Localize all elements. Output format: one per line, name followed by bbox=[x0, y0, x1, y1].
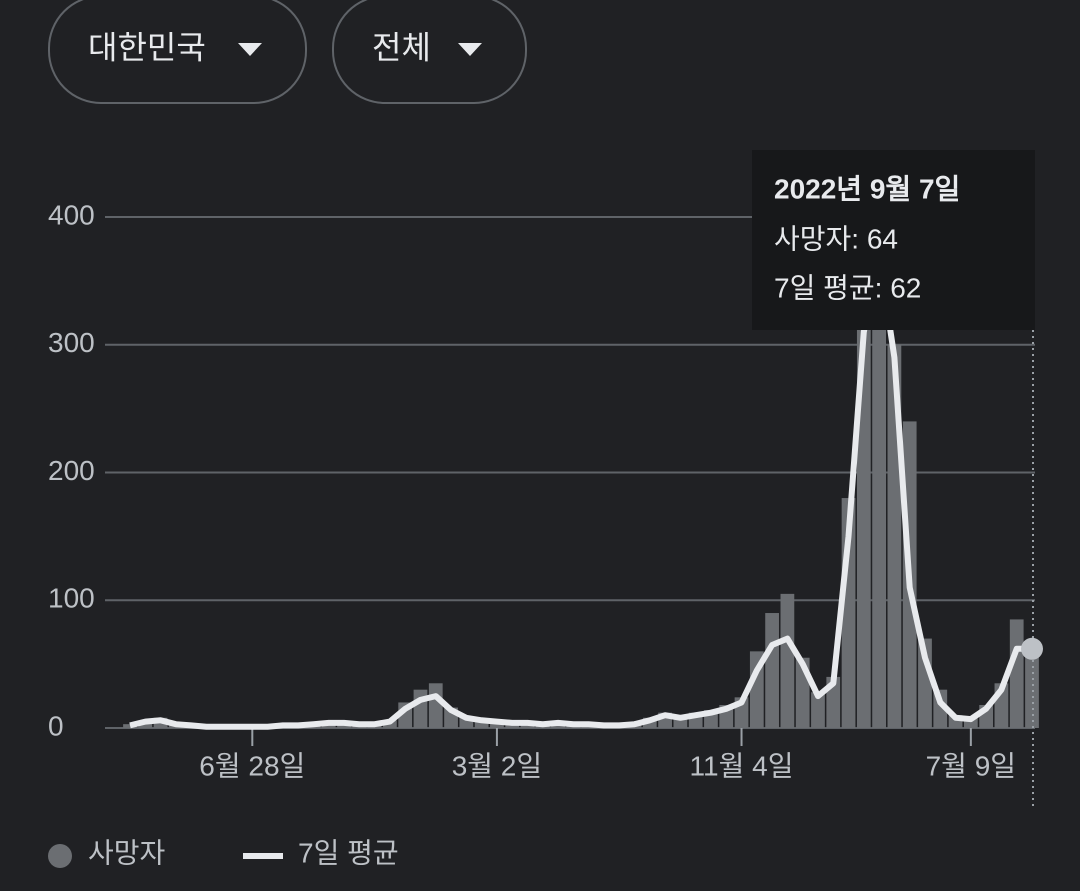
dropdown-arrow[interactable] bbox=[238, 43, 262, 56]
y-tick-label: 0 bbox=[48, 710, 64, 741]
bar bbox=[1009, 619, 1024, 728]
scope-filter[interactable] bbox=[332, 0, 527, 104]
x-tick-label: 11월 4일 bbox=[690, 750, 794, 781]
tooltip-line: 사망자: 64 bbox=[774, 223, 898, 254]
y-tick-label: 300 bbox=[48, 327, 95, 358]
tooltip-title: 2022년 9월 7일 bbox=[774, 173, 960, 204]
country-filter[interactable] bbox=[48, 0, 307, 104]
bar bbox=[413, 689, 428, 728]
bar bbox=[963, 717, 978, 728]
x-tick-label: 7월 9일 bbox=[926, 750, 1016, 781]
x-tick-label: 6월 28일 bbox=[199, 750, 305, 781]
legend-marker bbox=[48, 844, 72, 868]
bar bbox=[459, 716, 474, 728]
bar bbox=[811, 692, 825, 728]
country-filter-label[interactable]: 대한민국 bbox=[88, 29, 206, 65]
x-tick-label: 3월 2일 bbox=[452, 750, 542, 781]
legend-label: 7일 평균 bbox=[298, 837, 399, 868]
legend-label: 사망자 bbox=[88, 837, 165, 868]
bar bbox=[780, 593, 795, 728]
tooltip: 2022년 9월 7일 사망자: 64 7일 평균: 62 bbox=[752, 150, 1035, 330]
hover-point bbox=[1021, 637, 1043, 660]
y-tick-label: 400 bbox=[48, 199, 95, 230]
bar bbox=[1025, 646, 1039, 728]
bar bbox=[123, 724, 137, 728]
tooltip-box bbox=[752, 150, 1035, 330]
scope-filter-label[interactable]: 전체 bbox=[372, 29, 431, 65]
bar bbox=[474, 719, 489, 728]
bar bbox=[673, 716, 688, 728]
tooltip-line: 7일 평균: 62 bbox=[774, 272, 921, 303]
bar bbox=[765, 613, 779, 728]
dropdown-arrow[interactable] bbox=[458, 43, 482, 56]
y-tick-label: 100 bbox=[48, 583, 95, 614]
bar bbox=[428, 683, 443, 728]
y-tick-label: 200 bbox=[48, 455, 95, 486]
